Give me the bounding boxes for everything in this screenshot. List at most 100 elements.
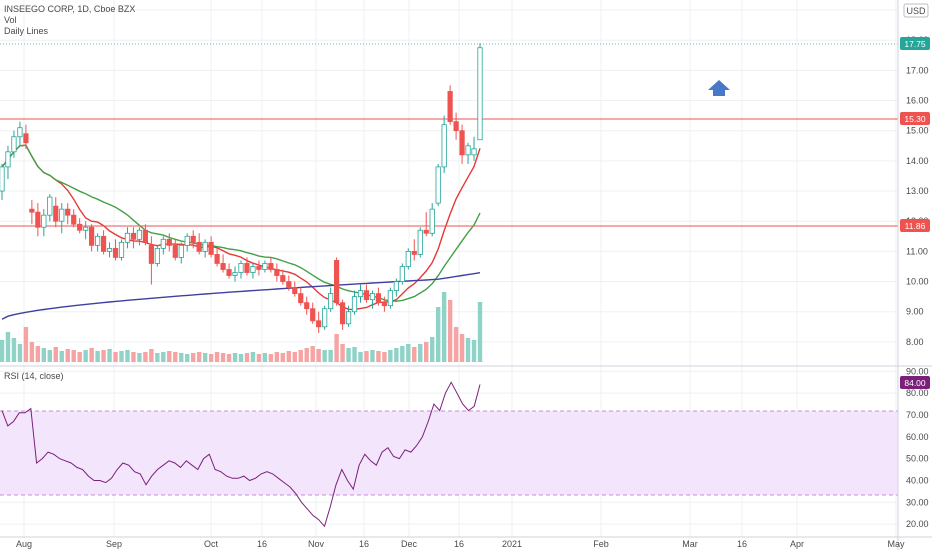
volume-bar bbox=[89, 348, 94, 362]
lines-legend[interactable]: Daily Lines bbox=[4, 26, 49, 36]
volume-bar bbox=[400, 346, 405, 362]
price-label-lower-line: 11.86 bbox=[900, 219, 930, 232]
volume-bar bbox=[125, 350, 130, 362]
volume-bar bbox=[471, 340, 477, 362]
svg-text:11.86: 11.86 bbox=[905, 221, 926, 231]
volume-bar bbox=[83, 350, 88, 362]
volume-bar bbox=[358, 352, 363, 362]
candle bbox=[405, 248, 411, 270]
candle bbox=[35, 203, 41, 237]
volume-bar bbox=[447, 300, 453, 362]
price-tick-label: 11.00 bbox=[906, 246, 928, 256]
candle bbox=[345, 305, 352, 327]
volume-bar bbox=[137, 353, 142, 362]
volume-bar bbox=[143, 352, 148, 362]
volume-bar bbox=[304, 348, 309, 362]
candle bbox=[166, 233, 172, 252]
candle bbox=[310, 302, 316, 324]
candle bbox=[256, 260, 262, 276]
time-axis-ticks[interactable]: Aug Sep Oct 16 Nov 16 Dec 16 2021 Feb Mar 16 Apr May bbox=[16, 539, 905, 549]
ma-short-line bbox=[1, 144, 481, 311]
candle bbox=[447, 85, 453, 125]
ma-mid-line bbox=[1, 144, 481, 302]
candle bbox=[136, 227, 143, 246]
volume-bar bbox=[352, 347, 357, 362]
candle bbox=[369, 290, 376, 309]
candle bbox=[316, 311, 322, 333]
volume-bar bbox=[453, 327, 459, 362]
candle bbox=[89, 224, 95, 252]
candle bbox=[298, 287, 304, 306]
time-tick-label: Sep bbox=[106, 539, 122, 549]
candle bbox=[118, 239, 125, 261]
time-tick-label: 16 bbox=[737, 539, 747, 549]
candle bbox=[17, 121, 23, 146]
rsi-axis-ticks[interactable]: 20.00 30.00 40.00 50.00 60.00 70.00 80.00 90.00 bbox=[906, 366, 929, 529]
time-tick-label: Dec bbox=[401, 539, 418, 549]
symbol-title[interactable]: INSEEGO CORP, 1D, Cboe BZX bbox=[4, 4, 136, 14]
volume-bar bbox=[95, 351, 100, 362]
candle bbox=[71, 209, 77, 228]
currency-badge-label: USD bbox=[906, 6, 926, 16]
up-arrow-icon[interactable] bbox=[708, 80, 730, 96]
volume-bar bbox=[167, 351, 172, 362]
volume-bar bbox=[17, 344, 23, 362]
candle bbox=[471, 136, 477, 161]
candle bbox=[5, 145, 11, 179]
volume-bar bbox=[149, 349, 154, 362]
candle bbox=[184, 233, 190, 252]
volume-bar bbox=[131, 352, 136, 362]
candle bbox=[465, 142, 471, 164]
volume-bar bbox=[465, 338, 471, 362]
volume-bar bbox=[268, 354, 274, 362]
volume-bar bbox=[388, 350, 393, 362]
time-tick-label: 2021 bbox=[502, 539, 522, 549]
volume-bar bbox=[185, 354, 190, 362]
candle bbox=[387, 287, 393, 309]
volume-bar bbox=[394, 348, 399, 362]
price-label-upper-line: 15.30 bbox=[900, 112, 930, 125]
rsi-band bbox=[0, 411, 898, 495]
candle bbox=[274, 263, 280, 282]
volume-bar bbox=[71, 350, 76, 362]
candle bbox=[238, 260, 244, 279]
volume-bar bbox=[214, 352, 220, 362]
currency-badge[interactable]: USD bbox=[903, 3, 929, 18]
candle bbox=[381, 296, 388, 312]
rsi-legend[interactable]: RSI (14, close) bbox=[4, 371, 64, 381]
volume-bar bbox=[364, 351, 369, 362]
candle bbox=[142, 224, 148, 246]
volume-bar bbox=[155, 353, 160, 362]
volume-bar bbox=[35, 346, 41, 362]
candle bbox=[286, 275, 292, 291]
price-axis-ticks[interactable]: 8.009.0010.0011.0012.0013.0014.0015.0016… bbox=[906, 5, 929, 347]
candle bbox=[268, 257, 274, 273]
volume-bar bbox=[65, 349, 70, 362]
volume-bar bbox=[406, 344, 411, 362]
time-tick-label: 16 bbox=[257, 539, 267, 549]
volume-bar bbox=[238, 354, 244, 362]
candle bbox=[154, 245, 160, 267]
rsi-value-badge: 84.00 bbox=[900, 376, 930, 389]
volume-bar bbox=[29, 342, 35, 362]
candle bbox=[208, 236, 214, 258]
volume-bar bbox=[173, 352, 178, 362]
volume-bar bbox=[77, 352, 82, 362]
candle bbox=[106, 242, 113, 258]
volume-bar bbox=[435, 307, 441, 362]
candle bbox=[47, 194, 53, 222]
candle bbox=[220, 254, 226, 273]
volume-legend[interactable]: Vol bbox=[4, 15, 17, 25]
volume-bar bbox=[202, 353, 208, 362]
candle bbox=[357, 284, 364, 303]
candle bbox=[423, 212, 429, 237]
rsi-tick-label: 40.00 bbox=[906, 475, 929, 485]
volume-bar bbox=[418, 344, 423, 362]
volume-bar bbox=[191, 353, 196, 362]
rsi-tick-label: 80.00 bbox=[906, 388, 929, 398]
candle bbox=[333, 257, 340, 306]
time-tick-label: Apr bbox=[790, 539, 804, 549]
volume-bar bbox=[370, 350, 375, 362]
candle bbox=[244, 257, 250, 276]
